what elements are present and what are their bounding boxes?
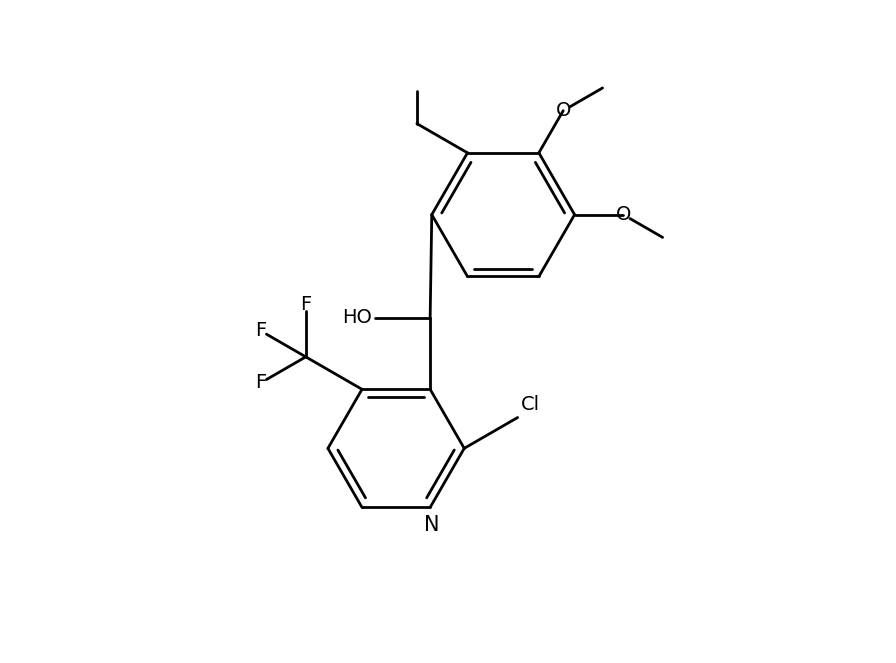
Text: F: F <box>255 373 266 392</box>
Text: HO: HO <box>342 308 372 328</box>
Text: N: N <box>425 515 440 535</box>
Text: O: O <box>556 101 571 120</box>
Text: Cl: Cl <box>521 395 540 414</box>
Text: F: F <box>255 322 266 340</box>
Text: F: F <box>300 296 312 314</box>
Text: O: O <box>616 205 631 224</box>
